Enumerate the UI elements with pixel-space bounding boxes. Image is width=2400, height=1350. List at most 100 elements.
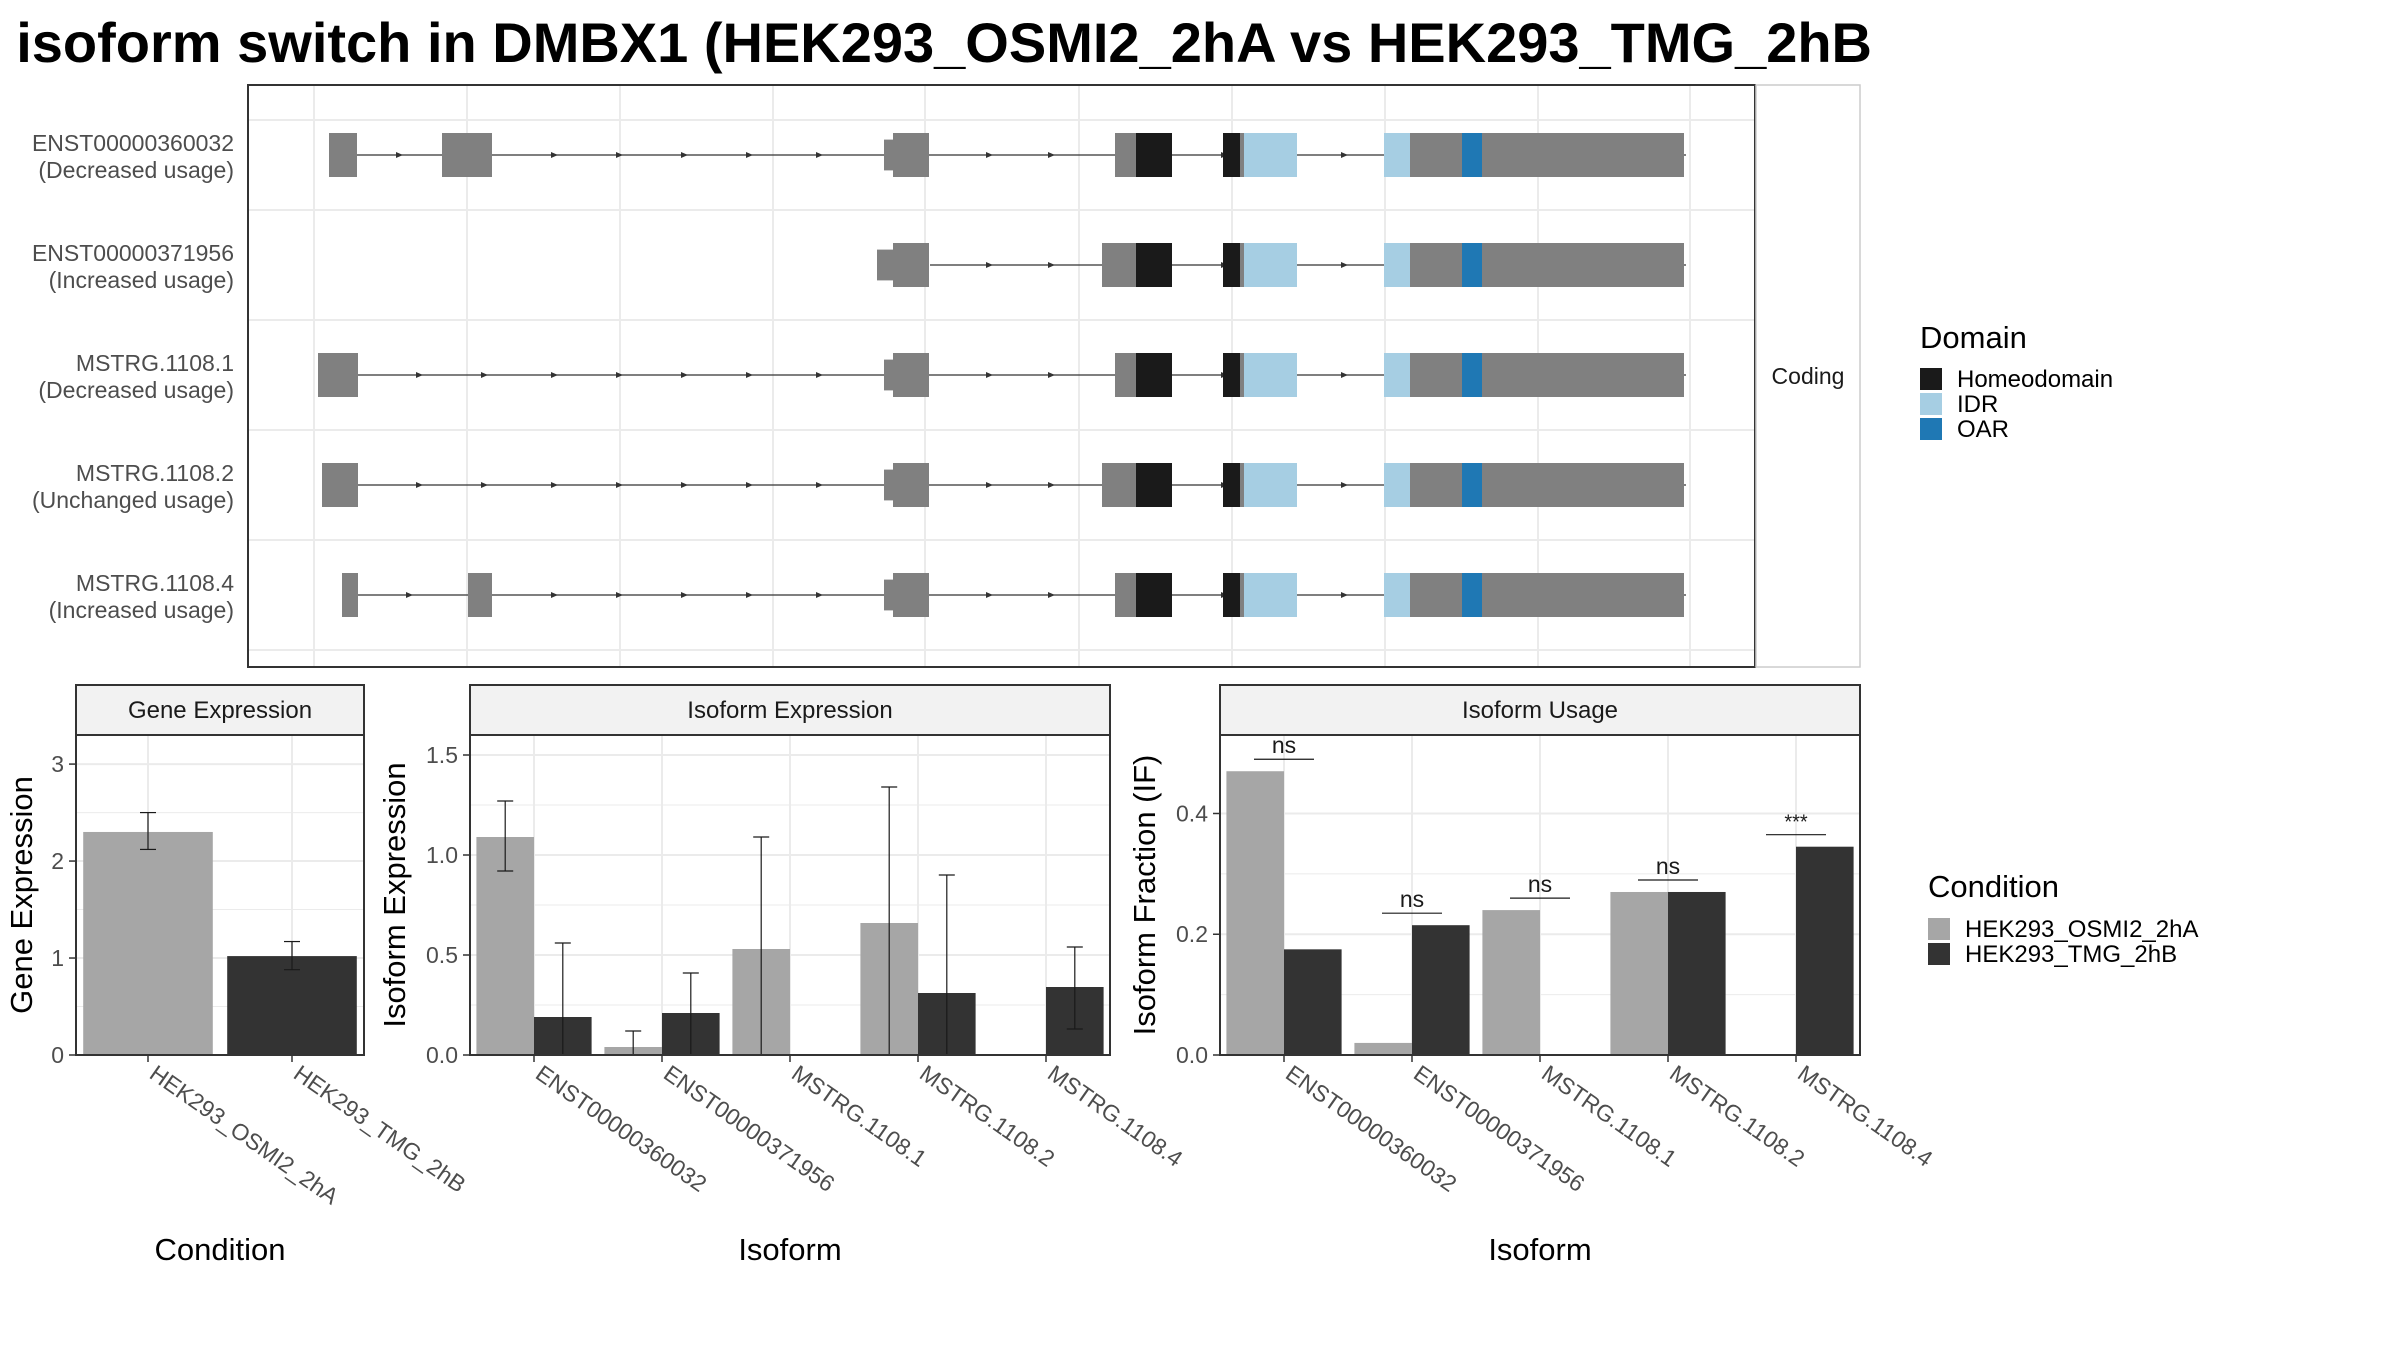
intron-arrow xyxy=(986,262,993,268)
bar xyxy=(83,831,213,1055)
condition-legend-label: HEK293_TMG_2hB xyxy=(1965,941,2177,968)
exon xyxy=(1115,353,1136,397)
intron-arrow xyxy=(551,482,558,488)
domain-idr xyxy=(1244,573,1297,617)
y-tick-label: 0.2 xyxy=(1176,921,1208,947)
y-axis-title: Gene Expression xyxy=(4,776,39,1014)
domain-idr xyxy=(1384,133,1410,177)
intron-arrow xyxy=(746,152,753,158)
intron-arrow xyxy=(681,372,688,378)
x-axis-title: Isoform xyxy=(738,1232,841,1267)
facet-strip-label: Coding xyxy=(1772,363,1845,389)
exon xyxy=(893,353,929,397)
exon xyxy=(893,463,929,507)
transcript-name: ENST00000371956 xyxy=(32,240,234,266)
exon xyxy=(1482,133,1494,177)
intron-arrow xyxy=(816,372,823,378)
exon xyxy=(1102,463,1136,507)
transcript-usage-note: (Unchanged usage) xyxy=(32,487,234,513)
intron-arrow xyxy=(986,372,993,378)
exon xyxy=(1410,463,1462,507)
intron-arrow xyxy=(1341,592,1348,598)
isoform-expression-panel: ENST00000360032ENST00000371956MSTRG.1108… xyxy=(377,684,1188,1267)
exon xyxy=(342,573,358,617)
exon xyxy=(1115,573,1136,617)
transcript-name: MSTRG.1108.4 xyxy=(76,570,234,596)
domain-homeodomain xyxy=(1223,353,1240,397)
exon xyxy=(1410,243,1462,287)
panel-title: Gene Expression xyxy=(128,697,312,724)
exon xyxy=(1240,463,1244,507)
domain-homeodomain xyxy=(1136,243,1172,287)
x-axis-title: Condition xyxy=(155,1232,286,1267)
intron-arrow xyxy=(416,482,423,488)
intron-arrow xyxy=(551,592,558,598)
significance-label: ns xyxy=(1528,871,1552,897)
exon-utr xyxy=(1494,573,1684,617)
panel-strip xyxy=(1219,684,1861,736)
condition-legend-title: Condition xyxy=(1928,869,2059,904)
exon-utr xyxy=(1494,353,1684,397)
bar xyxy=(1412,925,1470,1055)
domain-idr xyxy=(1384,243,1410,287)
exon-utr xyxy=(1494,243,1684,287)
domain-oar xyxy=(1462,243,1482,287)
significance-label: *** xyxy=(1784,812,1808,834)
domain-legend-swatch xyxy=(1920,368,1942,390)
domain-oar xyxy=(1462,573,1482,617)
transcript-name: ENST00000360032 xyxy=(32,130,234,156)
transcript-name: MSTRG.1108.1 xyxy=(76,350,234,376)
bar xyxy=(1668,891,1726,1055)
domain-homeodomain xyxy=(1223,243,1240,287)
y-tick-label: 3 xyxy=(51,751,64,777)
domain-homeodomain xyxy=(1223,133,1240,177)
exon xyxy=(893,133,929,177)
domain-idr xyxy=(1384,463,1410,507)
intron-arrow xyxy=(616,372,623,378)
exon-utr xyxy=(884,139,894,171)
gene-structure-panel: ENST00000360032(Decreased usage)ENST0000… xyxy=(32,84,1861,668)
panel-title: Isoform Usage xyxy=(1462,697,1618,724)
condition-legend-swatch xyxy=(1928,918,1950,940)
bar xyxy=(1796,846,1854,1055)
intron-arrow xyxy=(986,152,993,158)
domain-oar xyxy=(1462,463,1482,507)
intron-arrow xyxy=(746,592,753,598)
panel-strip xyxy=(75,684,365,736)
intron-arrow xyxy=(481,482,488,488)
y-tick-label: 0.5 xyxy=(426,942,458,968)
significance-label: ns xyxy=(1656,853,1680,879)
x-tick-label: MSTRG.1108.4 xyxy=(1043,1060,1188,1172)
exon xyxy=(318,353,358,397)
domain-idr xyxy=(1244,243,1297,287)
intron-arrow xyxy=(681,482,688,488)
transcript-usage-note: (Increased usage) xyxy=(49,597,234,623)
structure-panel-border xyxy=(247,84,1756,668)
domain-legend-label: OAR xyxy=(1957,416,2009,443)
intron-arrow xyxy=(616,482,623,488)
domain-idr xyxy=(1384,353,1410,397)
domain-oar xyxy=(1462,133,1482,177)
domain-homeodomain xyxy=(1136,133,1172,177)
transcript-usage-note: (Increased usage) xyxy=(49,267,234,293)
y-tick-label: 1.0 xyxy=(426,842,458,868)
intron-arrow xyxy=(1048,262,1055,268)
exon xyxy=(893,573,929,617)
x-tick-label: MSTRG.1108.2 xyxy=(1665,1060,1809,1172)
exon xyxy=(1410,353,1462,397)
condition-legend-label: HEK293_OSMI2_2hA xyxy=(1965,916,2198,943)
exon xyxy=(468,573,492,617)
condition-legend-swatch xyxy=(1928,943,1950,965)
intron-arrow xyxy=(1341,482,1348,488)
y-tick-label: 1 xyxy=(51,945,64,971)
bar xyxy=(227,956,357,1055)
intron-arrow xyxy=(681,152,688,158)
figure-title: he isoform switch in DMBX1 (HEK293_OSMI2… xyxy=(0,8,1872,78)
domain-legend-swatch xyxy=(1920,393,1942,415)
bar xyxy=(1226,771,1284,1055)
intron-arrow xyxy=(416,372,423,378)
exon-utr xyxy=(884,579,894,611)
intron-arrow xyxy=(1048,482,1055,488)
exon xyxy=(1410,133,1462,177)
exon-utr xyxy=(1494,133,1684,177)
